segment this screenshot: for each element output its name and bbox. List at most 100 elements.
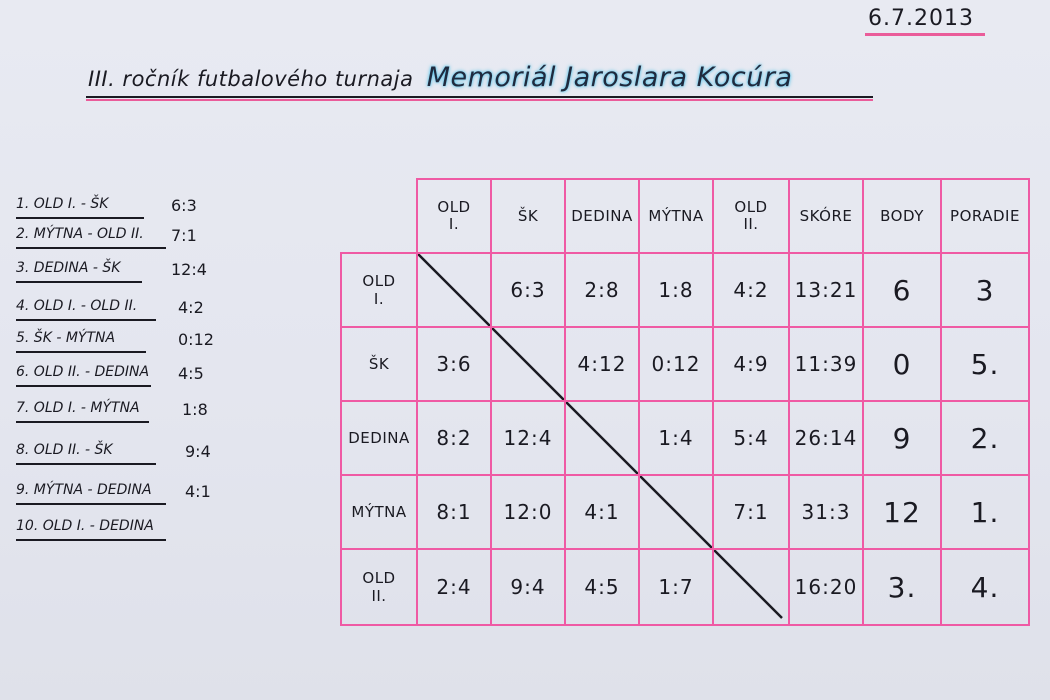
rank-cell: 2.	[970, 421, 1000, 455]
date-underline	[865, 33, 985, 36]
match-underline	[16, 385, 151, 387]
match-underline	[16, 319, 156, 321]
result-cell: 0:12	[651, 352, 701, 376]
result-cell	[714, 550, 788, 624]
rank-cell: 4.	[970, 570, 1000, 604]
match-teams: 2. MÝTNA - OLD II.	[16, 226, 144, 242]
grid-line	[862, 178, 864, 626]
match-teams: 7. OLD I. - MÝTNA	[16, 400, 140, 416]
result-cell	[566, 402, 638, 474]
column-header: PORADIE	[950, 206, 1020, 225]
tournament-date: 6.7.2013	[868, 6, 974, 31]
grid-line	[490, 178, 492, 626]
points-cell: 12	[883, 495, 921, 529]
result-cell: 7:1	[733, 500, 769, 524]
match-teams: 5. ŠK - MÝTNA	[16, 330, 116, 346]
match-result: 3. DEDINA - ŠK 12:4	[16, 256, 231, 283]
match-score: 0:12	[178, 330, 214, 349]
rank-cell: 1.	[970, 495, 1000, 529]
grid-line	[416, 178, 418, 626]
points-cell: 3.	[887, 570, 917, 604]
column-header: DEDINA	[571, 206, 633, 225]
row-header: OLD I.	[362, 272, 396, 308]
grid-line	[340, 548, 1030, 550]
column-header: SKÓRE	[799, 206, 853, 225]
match-score: 4:1	[185, 482, 211, 501]
column-header: OLD I.	[437, 198, 471, 233]
match-underline	[16, 351, 146, 353]
result-cell	[640, 476, 712, 548]
match-underline	[16, 217, 144, 219]
match-teams: 6. OLD II. - DEDINA	[16, 364, 150, 380]
score-cell: 31:3	[801, 500, 851, 524]
match-result: 2. MÝTNA - OLD II. 7:1	[16, 222, 231, 249]
result-cell: 12:4	[503, 426, 553, 450]
result-cell: 4:2	[733, 278, 769, 302]
result-cell: 4:5	[584, 575, 620, 599]
match-underline	[16, 247, 166, 249]
match-score: 7:1	[171, 226, 197, 245]
standings-table: OLD I. ŠK DEDINA MÝTNA OLD II. SKÓRE BODY PORAD…	[340, 178, 1030, 626]
result-cell: 4:12	[577, 352, 627, 376]
match-underline	[16, 503, 166, 505]
grid-line	[788, 178, 790, 626]
row-header: OLD II.	[362, 569, 396, 605]
result-cell	[418, 254, 490, 326]
rank-cell: 5.	[970, 347, 1000, 381]
result-cell	[492, 328, 564, 400]
column-header: OLD II.	[734, 198, 768, 233]
grid-line	[638, 178, 640, 626]
match-result: 6. OLD II. - DEDINA 4:5	[16, 360, 231, 387]
result-cell: 4:9	[733, 352, 769, 376]
grid-line	[340, 326, 1030, 328]
result-cell: 12:0	[503, 500, 553, 524]
match-score: 4:5	[178, 364, 204, 383]
result-cell: 9:4	[510, 575, 546, 599]
match-score: 12:4	[171, 260, 207, 279]
title-underline	[86, 96, 873, 98]
match-result: 8. OLD II. - ŠK 9:4	[16, 438, 231, 465]
result-cell: 3:6	[436, 352, 472, 376]
score-cell: 26:14	[794, 426, 858, 450]
match-result: 4. OLD I. - OLD II. 4:2	[16, 294, 231, 321]
grid-line	[340, 252, 342, 626]
match-result: 1. OLD I. - ŠK 6:3	[16, 192, 231, 219]
match-score: 1:8	[182, 400, 208, 419]
row-header: ŠK	[368, 355, 390, 373]
match-result: 5. ŠK - MÝTNA 0:12	[16, 326, 231, 353]
points-cell: 9	[892, 421, 912, 455]
result-cell: 4:1	[584, 500, 620, 524]
match-underline	[16, 539, 166, 541]
score-cell: 11:39	[794, 352, 858, 376]
grid-line	[340, 474, 1030, 476]
grid-line	[564, 178, 566, 626]
grid-line	[416, 178, 1030, 180]
match-underline	[16, 281, 142, 283]
match-underline	[16, 421, 149, 423]
result-cell: 1:7	[658, 575, 694, 599]
match-result: 7. OLD I. - MÝTNA 1:8	[16, 396, 231, 423]
row-header: MÝTNA	[351, 503, 407, 521]
score-cell: 16:20	[794, 575, 858, 599]
title-main: III. ročník futbalového turnaja	[88, 67, 414, 91]
match-score: 9:4	[185, 442, 211, 461]
diagonal-line	[417, 253, 783, 619]
match-teams: 10. OLD I. - DEDINA	[16, 518, 154, 534]
grid-line	[340, 624, 1030, 626]
page-title: III. ročník futbalového turnaja Memoriál…	[88, 62, 792, 93]
match-teams: 3. DEDINA - ŠK	[16, 260, 121, 276]
score-cell: 13:21	[794, 278, 858, 302]
match-underline	[16, 463, 156, 465]
result-cell: 8:2	[436, 426, 472, 450]
result-cell: 6:3	[510, 278, 546, 302]
match-teams: 1. OLD I. - ŠK	[16, 196, 109, 212]
column-header: BODY	[880, 206, 924, 225]
result-cell: 1:4	[658, 426, 694, 450]
result-cell: 5:4	[733, 426, 769, 450]
row-header: DEDINA	[348, 429, 410, 447]
result-cell: 1:8	[658, 278, 694, 302]
match-result: 10. OLD I. - DEDINA	[16, 514, 231, 541]
match-teams: 8. OLD II. - ŠK	[16, 442, 113, 458]
match-teams: 4. OLD I. - OLD II.	[16, 298, 138, 314]
